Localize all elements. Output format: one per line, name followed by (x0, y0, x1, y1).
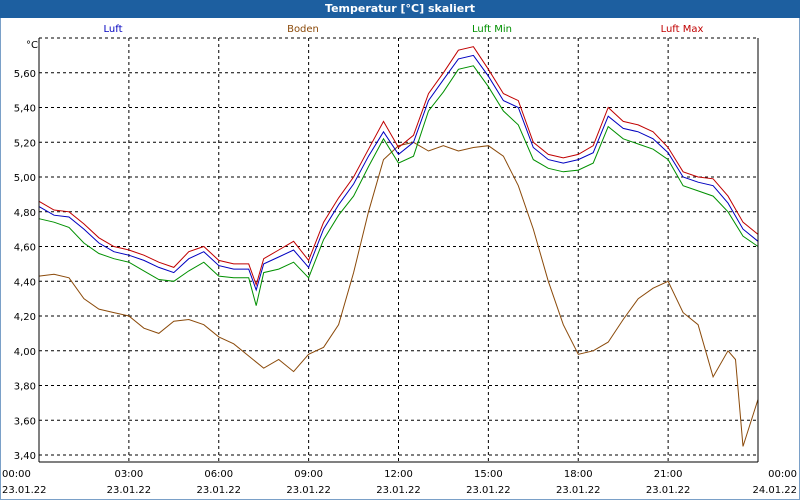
y-tick-label: 4,40 (14, 277, 36, 288)
legend-entry-luft-max: Luft Max (660, 24, 704, 35)
grid-lines (39, 38, 758, 462)
legend-entry-luft-min: Luft Min (472, 24, 512, 35)
y-tick-label: 3,80 (14, 382, 36, 393)
y-tick-label: 3,60 (14, 416, 36, 427)
x-tick-time: 15:00 (474, 469, 503, 480)
y-tick-label: 4,20 (14, 312, 36, 323)
axis-frame (38, 37, 759, 463)
x-tick-date: 23.01.22 (196, 485, 241, 496)
y-tick-label: 4,00 (14, 347, 36, 358)
x-tick-time: 12:00 (384, 469, 413, 480)
series-line-luft-max (38, 46, 759, 287)
x-tick-time: 00:00 (2, 469, 31, 480)
x-tick-time: 18:00 (564, 469, 593, 480)
x-tick-date: 24.01.22 (752, 485, 797, 496)
legend-entry-luft: Luft (103, 24, 123, 35)
series-line-luft-min (38, 65, 759, 306)
x-tick-date: 23.01.22 (376, 485, 421, 496)
x-tick-date: 23.01.22 (556, 485, 601, 496)
y-tick-label: 4,80 (14, 208, 36, 219)
y-tick-label: 5,00 (14, 173, 36, 184)
y-axis-unit-label: °C (26, 40, 38, 51)
window-title: Temperatur [°C] skaliert (0, 0, 800, 18)
x-tick-date: 23.01.22 (646, 485, 691, 496)
x-tick-date: 23.01.22 (466, 485, 511, 496)
x-tick-time: 21:00 (654, 469, 683, 480)
x-tick-time: 00:00 (768, 469, 797, 480)
series-line-luft (38, 54, 759, 292)
series-lines (38, 46, 759, 447)
y-tick-label: 5,60 (14, 69, 36, 80)
y-tick-label: 3,40 (14, 451, 36, 462)
x-tick-date: 23.01.22 (107, 485, 152, 496)
x-tick-time: 09:00 (294, 469, 323, 480)
x-tick-time: 03:00 (114, 469, 143, 480)
x-tick-time: 06:00 (204, 469, 233, 480)
legend-entry-boden: Boden (287, 24, 319, 35)
tick-labels: 3,40 3,60 3,80 4,00 4,20 4,40 4,60 4,80 5,00 5,20… (2, 69, 797, 496)
series-line-boden (38, 141, 759, 447)
y-tick-label: 5,20 (14, 138, 36, 149)
y-tick-label: 5,40 (14, 104, 36, 115)
x-tick-date: 23.01.22 (286, 485, 331, 496)
x-tick-date: 23.01.22 (2, 485, 47, 496)
y-tick-label: 4,60 (14, 243, 36, 254)
